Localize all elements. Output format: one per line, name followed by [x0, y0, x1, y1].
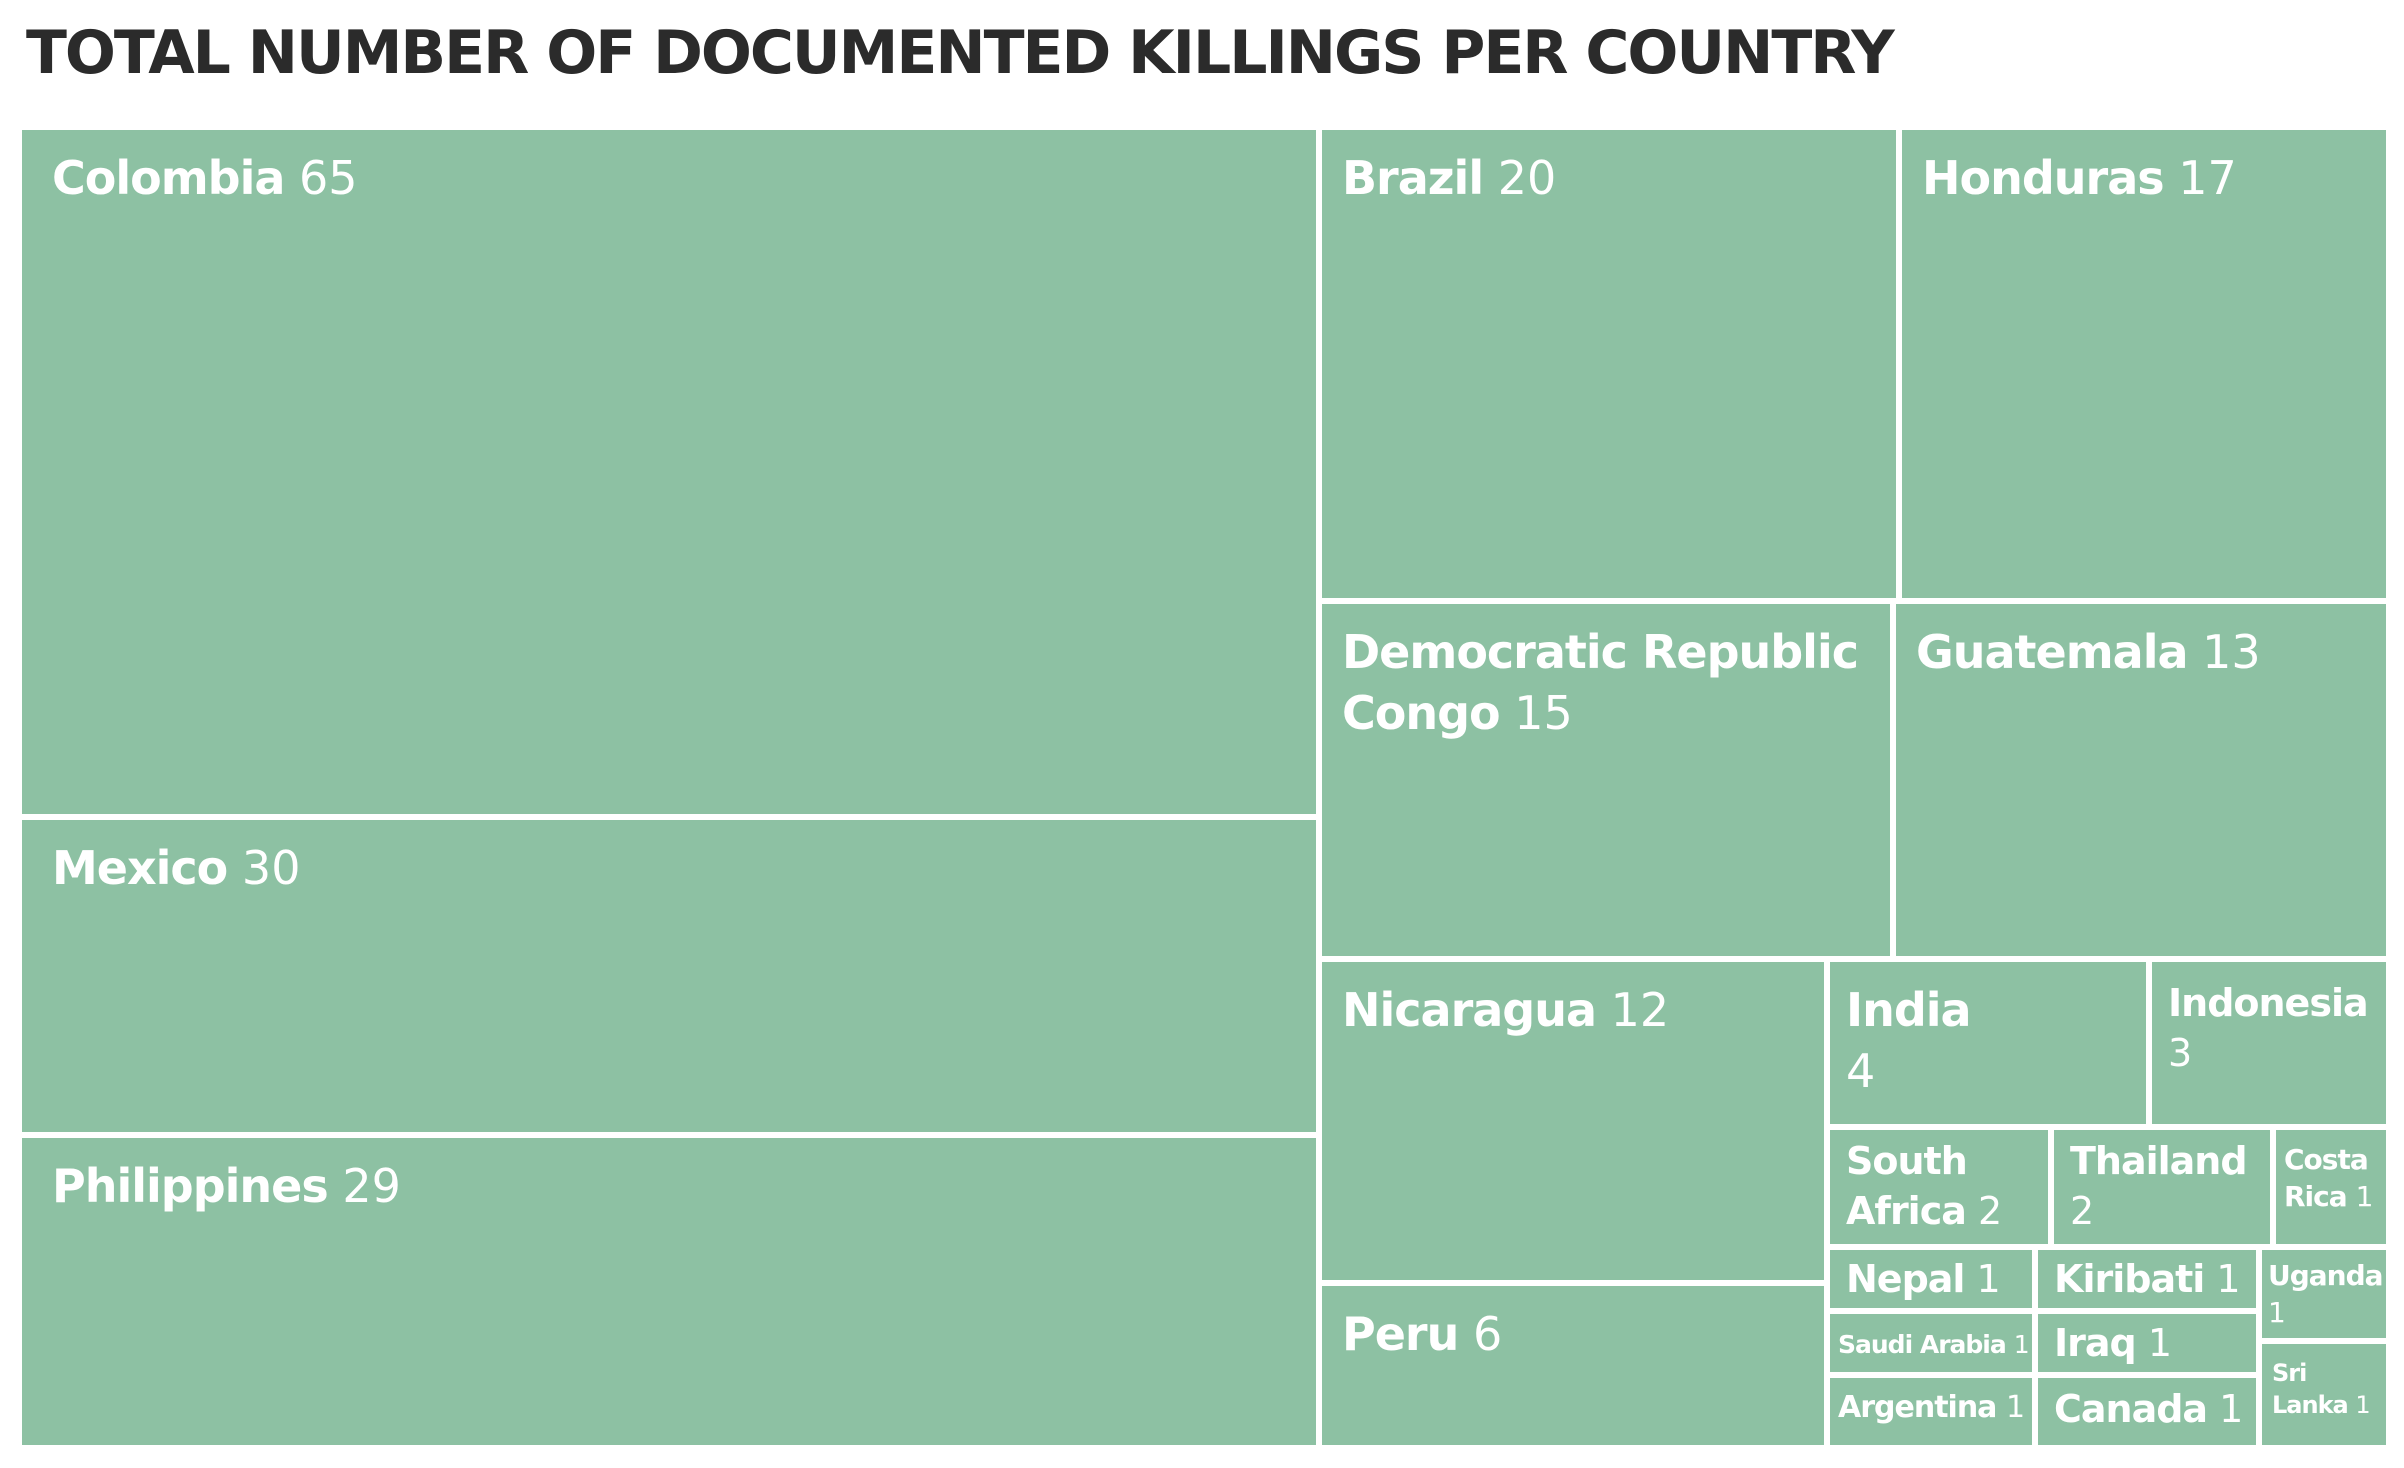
chart-title: TOTAL NUMBER OF DOCUMENTED KILLINGS PER …: [26, 18, 1895, 88]
tile-value: 2: [1977, 1189, 2003, 1234]
tile-label: Brazil 20: [1342, 148, 1882, 209]
tile-democratic-republic-congo: Democratic Republic Congo 15: [1322, 604, 1890, 956]
tile-value: 3: [2168, 1031, 2193, 1076]
tile-name: Sri Lanka: [2272, 1359, 2349, 1419]
tile-label: Nepal 1: [1846, 1254, 2032, 1304]
tile-value: 17: [2178, 151, 2237, 205]
tile-label: Iraq 1: [2054, 1318, 2256, 1368]
tile-mexico: Mexico 30: [22, 820, 1316, 1132]
tile-name: Democratic Republic Congo: [1342, 625, 1859, 740]
tile-name: Uganda: [2268, 1259, 2384, 1292]
tile-name: Colombia: [52, 151, 285, 205]
tile-value: 30: [241, 841, 301, 895]
tile-label: Uganda 1: [2268, 1258, 2384, 1332]
tile-name: Iraq: [2054, 1321, 2137, 1365]
tile-name: Philippines: [52, 1159, 329, 1213]
tile-value: 1: [2219, 1387, 2244, 1431]
tile-guatemala: Guatemala 13: [1896, 604, 2386, 956]
tile-label: Philippines 29: [52, 1156, 1252, 1217]
tile-label: Sri Lanka 1: [2272, 1358, 2382, 1421]
tile-label: Indonesia 3: [2168, 978, 2386, 1078]
tile-value: 15: [1514, 685, 1573, 740]
tile-label: Honduras 17: [1922, 148, 2382, 209]
tile-value: 12: [1610, 983, 1670, 1037]
tile-label: Mexico 30: [52, 838, 1252, 899]
tile-value: 13: [2202, 625, 2261, 679]
tile-philippines: Philippines 29: [22, 1138, 1316, 1445]
tile-south-africa: South Africa 2: [1830, 1130, 2048, 1244]
tile-sri-lanka: Sri Lanka 1: [2262, 1344, 2386, 1445]
tile-label: Guatemala 13: [1916, 622, 2376, 683]
tile-value: 29: [342, 1159, 401, 1213]
tile-india: India 4: [1830, 962, 2146, 1124]
tile-canada: Canada 1: [2038, 1378, 2256, 1445]
tile-label: Peru 6: [1342, 1304, 1822, 1365]
tile-uganda: Uganda 1: [2262, 1250, 2386, 1338]
tile-name: Honduras: [1922, 151, 2165, 205]
tile-iraq: Iraq 1: [2038, 1314, 2256, 1372]
tile-argentina: Argentina 1: [1830, 1378, 2032, 1445]
tile-honduras: Honduras 17: [1902, 130, 2386, 598]
tile-name: Thailand: [2070, 1139, 2248, 1183]
tile-name: Canada: [2054, 1387, 2208, 1431]
tile-value: 65: [299, 151, 358, 205]
tile-nepal: Nepal 1: [1830, 1250, 2032, 1308]
tile-value: 1: [2216, 1257, 2241, 1301]
tile-thailand: Thailand 2: [2054, 1130, 2270, 1244]
tile-name: Indonesia: [2168, 981, 2369, 1025]
tile-value: 1: [1976, 1257, 2001, 1301]
tile-label: Kiribati 1: [2054, 1254, 2256, 1304]
tile-kiribati: Kiribati 1: [2038, 1250, 2256, 1308]
tile-name: India: [1846, 983, 1972, 1037]
tile-label: Canada 1: [2054, 1384, 2256, 1434]
tile-value: 20: [1497, 151, 1557, 205]
tile-brazil: Brazil 20: [1322, 130, 1896, 598]
tile-value: 1: [2013, 1330, 2030, 1359]
tile-peru: Peru 6: [1322, 1286, 1824, 1445]
tile-value: 1: [2355, 1390, 2371, 1419]
tile-name: Argentina: [1838, 1390, 1997, 1425]
tile-name: Mexico: [52, 841, 228, 895]
tile-value: 1: [2355, 1179, 2374, 1213]
tile-value: 2: [2070, 1189, 2095, 1234]
tile-label: Saudi Arabia 1: [1838, 1328, 2032, 1361]
tile-label: Nicaragua 12: [1342, 980, 1822, 1041]
tile-name: Costa Rica: [2284, 1143, 2369, 1213]
tile-name: Saudi Arabia: [1838, 1330, 2007, 1359]
tile-label: India 4: [1846, 980, 1972, 1101]
tile-label: Thailand 2: [2070, 1136, 2270, 1236]
tile-saudi-arabia: Saudi Arabia 1: [1830, 1314, 2032, 1372]
tile-name: Nicaragua: [1342, 983, 1597, 1037]
tile-costa-rica: Costa Rica 1: [2276, 1130, 2386, 1244]
tile-name: Guatemala: [1916, 625, 2189, 679]
tile-name: Nepal: [1846, 1257, 1965, 1301]
tile-value: 1: [2268, 1295, 2286, 1329]
tile-value: 4: [1846, 1043, 1876, 1098]
tile-label: Argentina 1: [1838, 1388, 2032, 1428]
tile-name: South Africa: [1846, 1139, 1968, 1234]
tile-value: 1: [2147, 1321, 2173, 1365]
tile-label: Costa Rica 1: [2284, 1142, 2384, 1216]
tile-label: Colombia 65: [52, 148, 1252, 209]
tile-value: 6: [1472, 1307, 1503, 1361]
tile-name: Peru: [1342, 1307, 1459, 1361]
tile-nicaragua: Nicaragua 12: [1322, 962, 1824, 1280]
tile-name: Brazil: [1342, 151, 1484, 205]
tile-colombia: Colombia 65: [22, 130, 1316, 814]
tile-label: South Africa 2: [1846, 1136, 2048, 1236]
tile-value: 1: [2005, 1390, 2026, 1425]
tile-name: Kiribati: [2054, 1257, 2205, 1301]
tile-label: Democratic Republic Congo 15: [1342, 622, 1890, 743]
tile-indonesia: Indonesia 3: [2152, 962, 2386, 1124]
treemap-chart: Colombia 65 Mexico 30 Philippines 29 Brazil…: [22, 130, 2386, 1445]
